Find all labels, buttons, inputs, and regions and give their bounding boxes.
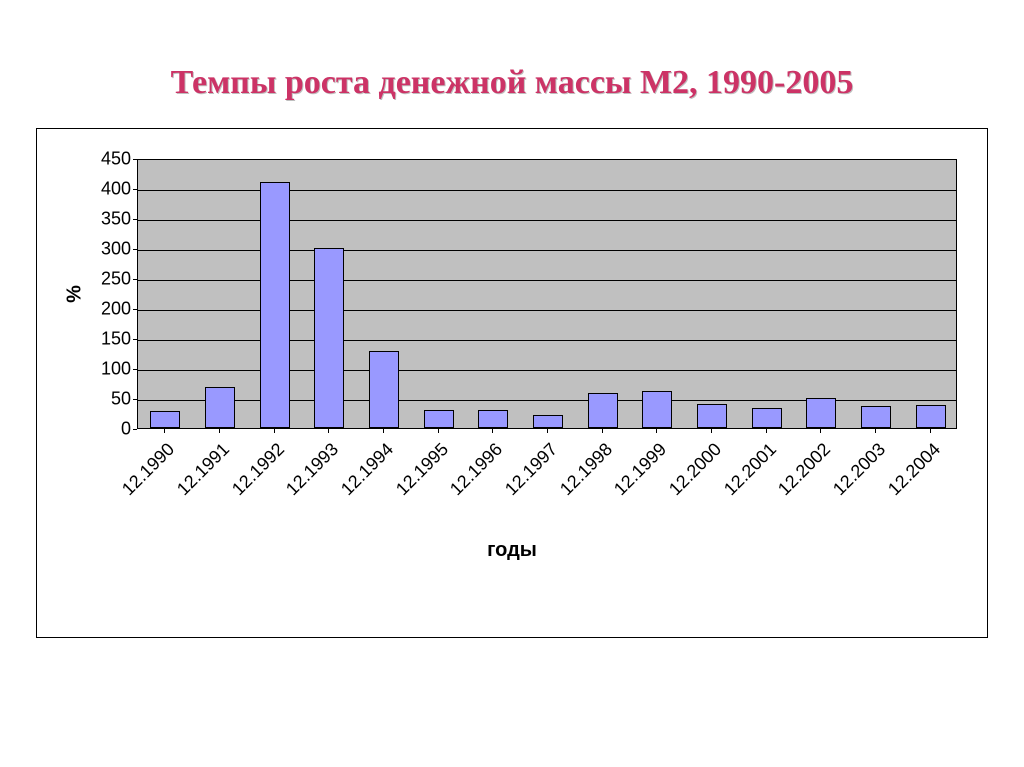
y-tick-mark: [133, 339, 137, 340]
bar: [150, 411, 180, 428]
x-tick-mark: [219, 429, 220, 433]
bar: [861, 406, 891, 428]
bar: [260, 182, 290, 428]
x-tick-mark: [164, 429, 165, 433]
y-tick-label: 450: [91, 149, 131, 170]
bar: [806, 398, 836, 428]
bar: [424, 410, 454, 428]
y-tick-label: 100: [91, 359, 131, 380]
y-tick-label: 300: [91, 239, 131, 260]
plot-area: [137, 159, 957, 429]
y-tick-mark: [133, 429, 137, 430]
bar: [752, 408, 782, 428]
bar: [533, 415, 563, 428]
y-tick-label: 150: [91, 329, 131, 350]
y-tick-label: 350: [91, 209, 131, 230]
x-tick-mark: [328, 429, 329, 433]
y-tick-mark: [133, 249, 137, 250]
x-tick-mark: [383, 429, 384, 433]
y-tick-mark: [133, 189, 137, 190]
x-tick-mark: [656, 429, 657, 433]
x-tick-mark: [438, 429, 439, 433]
bar: [697, 404, 727, 428]
y-tick-label: 50: [91, 389, 131, 410]
x-tick-mark: [274, 429, 275, 433]
bar: [205, 387, 235, 428]
y-tick-mark: [133, 399, 137, 400]
bar: [314, 248, 344, 428]
chart-container: % годы 05010015020025030035040045012.199…: [36, 128, 988, 638]
bar: [916, 405, 946, 428]
chart-title: Темпы роста денежной массы М2, 1990-2005: [0, 64, 1024, 102]
y-tick-mark: [133, 369, 137, 370]
x-tick-mark: [492, 429, 493, 433]
x-axis-title: годы: [37, 539, 987, 562]
y-tick-mark: [133, 309, 137, 310]
y-tick-mark: [133, 279, 137, 280]
y-tick-label: 400: [91, 179, 131, 200]
x-tick-mark: [930, 429, 931, 433]
y-tick-mark: [133, 159, 137, 160]
y-axis-title: %: [64, 285, 87, 303]
x-tick-mark: [766, 429, 767, 433]
x-tick-mark: [820, 429, 821, 433]
bar: [478, 410, 508, 428]
bar: [588, 393, 618, 428]
bar: [369, 351, 399, 428]
bar: [642, 391, 672, 428]
x-tick-mark: [602, 429, 603, 433]
y-tick-label: 0: [91, 419, 131, 440]
x-tick-mark: [711, 429, 712, 433]
y-tick-label: 250: [91, 269, 131, 290]
y-tick-label: 200: [91, 299, 131, 320]
x-tick-mark: [875, 429, 876, 433]
y-tick-mark: [133, 219, 137, 220]
page: Темпы роста денежной массы М2, 1990-2005…: [0, 0, 1024, 767]
x-tick-mark: [547, 429, 548, 433]
